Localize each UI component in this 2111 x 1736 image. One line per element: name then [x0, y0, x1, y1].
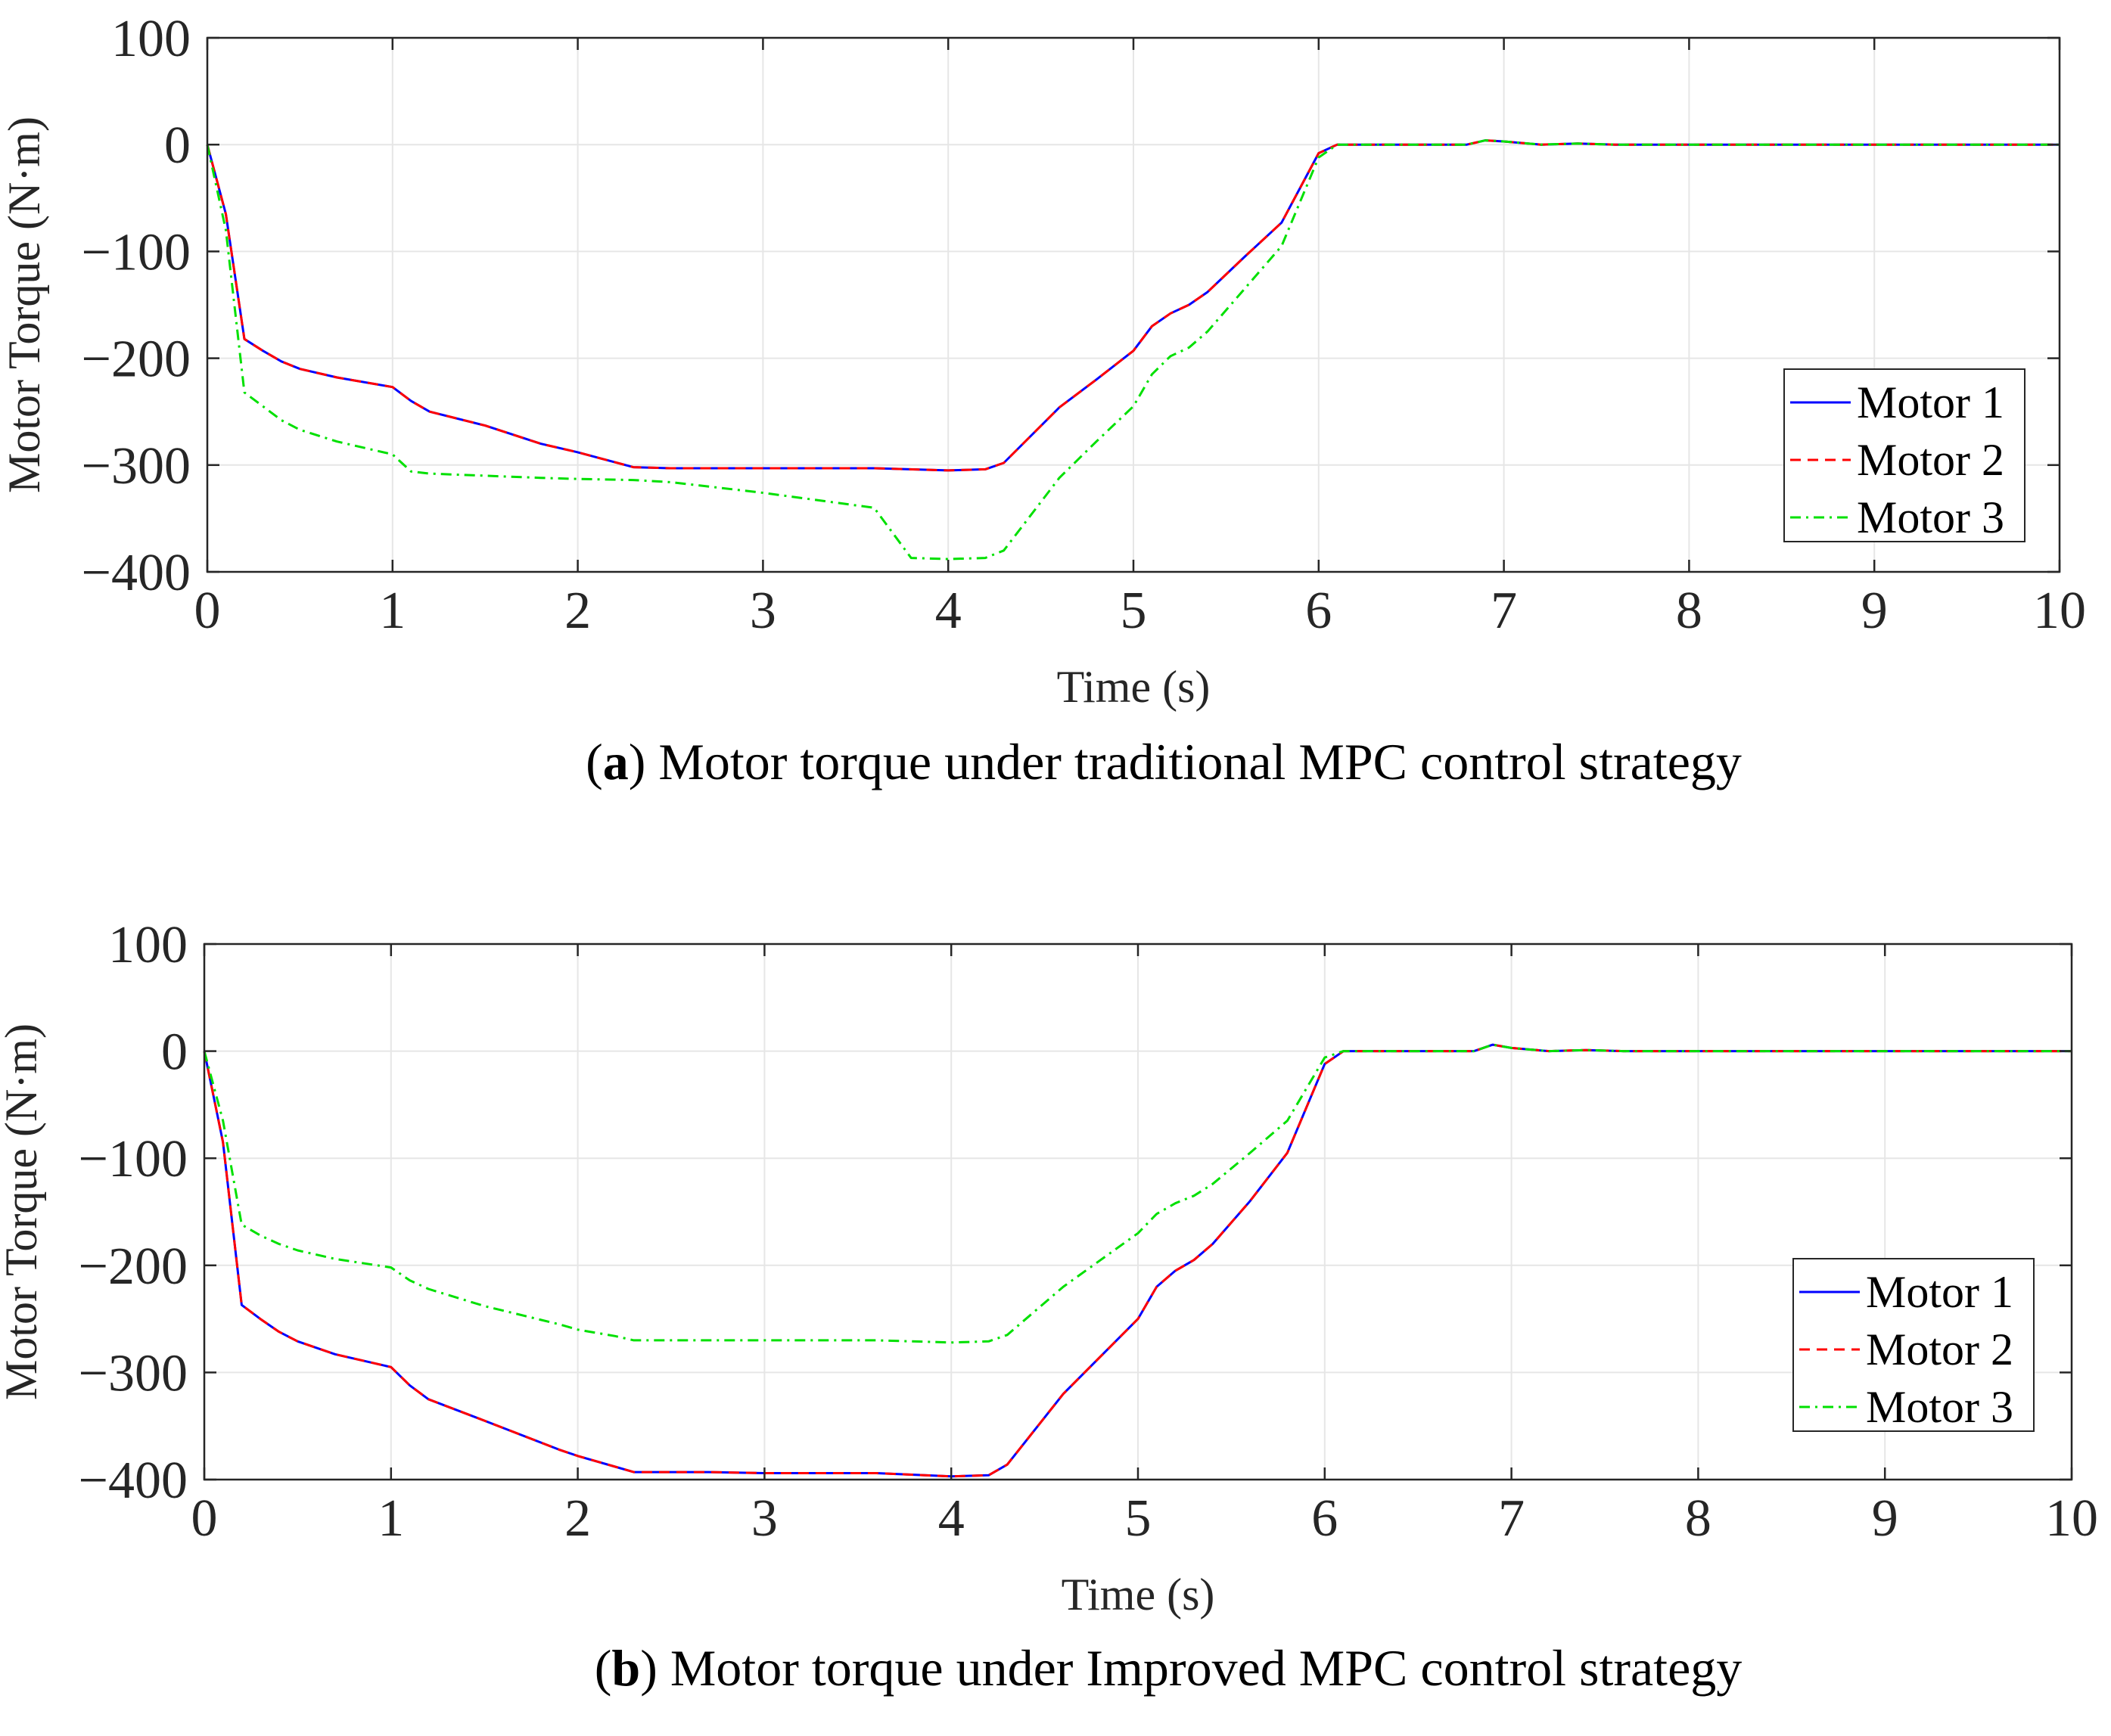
y-tick-label: −100	[82, 223, 191, 281]
x-tick-label: 4	[938, 1489, 965, 1548]
x-tick-label: 2	[564, 582, 591, 640]
legend-label-motor-2: Motor 2	[1866, 1325, 2013, 1374]
legend-label-motor-1: Motor 1	[1857, 377, 2004, 427]
y-tick-label: 0	[164, 116, 191, 175]
y-tick-label: −200	[82, 331, 191, 389]
x-tick-label: 8	[1676, 582, 1702, 640]
caption-text: ) Motor torque under traditional MPC con…	[629, 733, 1742, 790]
legend-box	[1792, 1258, 2035, 1432]
legend-box	[1783, 368, 2026, 542]
y-axis-label: Motor Torque (N·m)	[0, 116, 49, 493]
x-tick-label: 2	[564, 1489, 591, 1548]
x-tick-label: 10	[2045, 1489, 2098, 1548]
chart-panel-a: 0 1 2 3 4 5 6 7 8 9 10 100 0 −100 −200 −300 −400 Time (s)…	[0, 10, 2086, 790]
caption-open-paren: (	[595, 1639, 612, 1697]
legend: Motor 1 Motor 2 Motor 3	[1792, 1258, 2035, 1432]
x-tick-label: 1	[379, 582, 406, 640]
y-tick-label: 100	[108, 916, 188, 974]
caption-letter: b	[611, 1639, 640, 1697]
x-tick-label: 1	[378, 1489, 404, 1548]
y-tick-label: −300	[82, 437, 191, 495]
x-tick-label: 9	[1861, 582, 1888, 640]
series-line-motor-2	[203, 1043, 2072, 1478]
series-line-motor-3	[206, 139, 2060, 561]
y-tick-label: −100	[79, 1130, 188, 1188]
chart-caption: (b) Motor torque under Improved MPC cont…	[595, 1639, 1743, 1697]
x-axis-label: Time (s)	[1057, 662, 1211, 712]
caption-open-paren: (	[586, 733, 603, 790]
y-tick-label: 100	[111, 10, 191, 68]
chart-caption: (a) Motor torque under traditional MPC c…	[586, 733, 1742, 790]
caption-text: ) Motor torque under Improved MPC contro…	[640, 1639, 1742, 1697]
x-tick-label: 10	[2033, 582, 2086, 640]
legend-label-motor-1: Motor 1	[1866, 1267, 2013, 1317]
chart-panel-b: 0 1 2 3 4 5 6 7 8 9 10 100 0 −100 −200 −300 −400 Time (s)…	[0, 916, 2098, 1697]
legend-label-motor-2: Motor 2	[1857, 435, 2004, 485]
x-tick-label: 3	[751, 1489, 778, 1548]
x-tick-label: 7	[1491, 582, 1517, 640]
x-axis-label: Time (s)	[1062, 1570, 1215, 1620]
x-tick-label: 9	[1872, 1489, 1898, 1548]
x-tick-label: 4	[935, 582, 962, 640]
y-tick-label: −300	[79, 1344, 188, 1402]
y-tick-label: −400	[82, 544, 191, 602]
x-tick-label: 5	[1121, 582, 1147, 640]
x-tick-label: 0	[191, 1489, 218, 1548]
y-tick-label: −400	[79, 1452, 188, 1510]
x-tick-label: 6	[1305, 582, 1332, 640]
caption-letter: a	[603, 733, 629, 790]
legend-label-motor-3: Motor 3	[1866, 1382, 2013, 1432]
y-tick-label: 0	[161, 1023, 188, 1082]
x-tick-label: 7	[1498, 1489, 1525, 1548]
x-tick-label: 0	[194, 582, 221, 640]
y-tick-label: −200	[79, 1238, 188, 1296]
series-line-motor-2	[206, 139, 2060, 472]
y-axis-label: Motor Torque (N·m)	[0, 1023, 46, 1400]
x-tick-label: 3	[750, 582, 776, 640]
series-line-motor-3	[203, 1043, 2072, 1344]
legend-label-motor-3: Motor 3	[1857, 492, 2004, 542]
x-tick-label: 5	[1125, 1489, 1152, 1548]
x-tick-label: 8	[1685, 1489, 1711, 1548]
legend: Motor 1 Motor 2 Motor 3	[1783, 368, 2026, 542]
x-tick-label: 6	[1311, 1489, 1338, 1548]
